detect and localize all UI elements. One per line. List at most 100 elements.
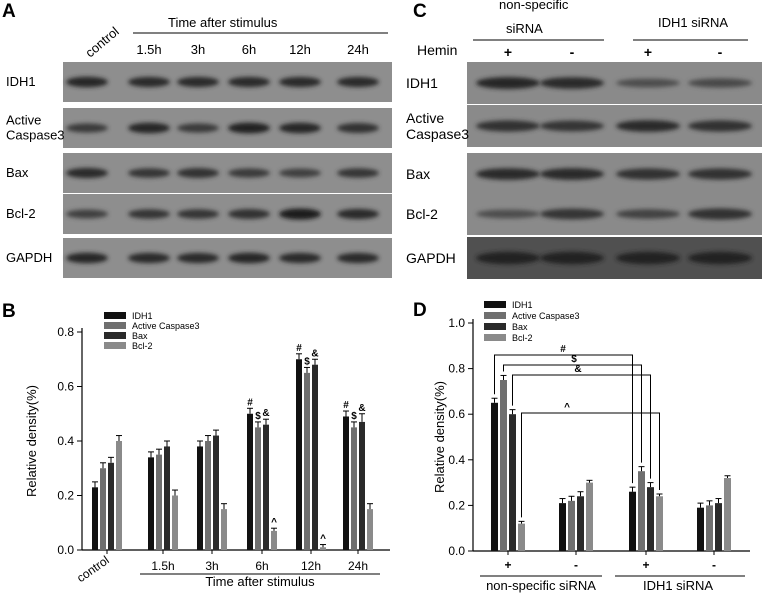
blot-a-band xyxy=(279,208,321,220)
legend-swatch-idh1 xyxy=(484,301,506,308)
comparison-bracket-active-caspase3 xyxy=(503,364,642,463)
y-tick-label: 0.8 xyxy=(448,362,465,376)
blot-c-band xyxy=(616,120,680,132)
blot-c-band xyxy=(616,251,680,265)
legend-label-bax: Bax xyxy=(512,322,528,332)
blot-a-band xyxy=(128,168,170,178)
blot-c-band xyxy=(540,251,604,265)
significance-mark: & xyxy=(262,408,269,419)
blot-c-hemin-sign: - xyxy=(718,44,723,60)
bar-active-caspase3- xyxy=(706,505,713,551)
bar-bax- xyxy=(577,496,584,551)
legend-swatch-bax xyxy=(484,323,506,330)
legend-swatch-bcl-2 xyxy=(104,342,126,349)
x-tick-label-sign: - xyxy=(574,558,578,572)
bar-idh1-1-5h xyxy=(148,457,154,550)
significance-mark: & xyxy=(311,348,318,359)
blot-a-lane-3h: 3h xyxy=(191,42,205,57)
y-tick-label: 0.2 xyxy=(57,489,74,503)
blot-a-band xyxy=(337,168,379,178)
blot-a-band xyxy=(128,122,170,134)
blot-a-band xyxy=(66,252,108,264)
y-tick-label: 1.0 xyxy=(448,316,465,330)
comparison-mark: # xyxy=(560,344,566,355)
blot-c-row-label-active-caspase3: Active Caspase3 xyxy=(406,110,469,142)
panel-letter-a: A xyxy=(2,1,16,22)
significance-mark: & xyxy=(358,403,365,414)
blot-c-hemin-sign: + xyxy=(504,44,512,60)
blot-a-band xyxy=(228,122,270,134)
significance-mark: ^ xyxy=(271,517,277,528)
blot-a-band xyxy=(228,76,270,88)
bar-active-caspase3-12h xyxy=(304,372,310,550)
blot-a-row-label-bcl-2: Bcl-2 xyxy=(6,206,36,221)
x-tick-label-6h: 6h xyxy=(255,559,268,573)
blot-a-band xyxy=(177,123,219,133)
legend-swatch-bcl-2 xyxy=(484,334,506,341)
blot-a-band xyxy=(228,252,270,264)
legend-label-idh1: IDH1 xyxy=(512,300,533,310)
bar-bax-control xyxy=(108,462,114,550)
y-tick-label: 0.4 xyxy=(57,434,74,448)
legend-label-bcl-2: Bcl-2 xyxy=(512,333,533,343)
bar-bcl-2- xyxy=(518,523,525,551)
legend-label-bax: Bax xyxy=(132,331,148,341)
blot-c-band xyxy=(540,77,604,89)
significance-mark: # xyxy=(296,343,302,354)
blot-a-band xyxy=(177,252,219,264)
bar-active-caspase3-6h xyxy=(255,427,261,550)
legend-label-idh1: IDH1 xyxy=(132,311,153,321)
bar-idh1-24h xyxy=(343,416,349,550)
blot-a-band xyxy=(279,76,321,88)
y-tick-label: 0.8 xyxy=(57,325,74,339)
bar-bcl-2-3h xyxy=(221,509,227,550)
blot-a-lane-6h: 6h xyxy=(242,42,256,57)
blot-c-hemin-signs: + - + - xyxy=(504,44,723,60)
blot-a-band xyxy=(66,123,108,133)
legend-swatch-active-caspase3 xyxy=(104,322,126,329)
blot-a xyxy=(63,62,392,278)
x-group-label-idh1: IDH1 siRNA xyxy=(643,578,713,593)
significance-mark: # xyxy=(247,397,253,408)
blot-c-band xyxy=(688,168,752,180)
legend-label-bcl-2: Bcl-2 xyxy=(132,341,153,351)
x-tick-label-sign: + xyxy=(642,558,649,572)
y-tick-label: 0.0 xyxy=(57,543,74,557)
blot-c-group1-label-line1: non-specific xyxy=(499,0,569,12)
x-tick-label-1-5h: 1.5h xyxy=(151,559,174,573)
comparison-bracket-bax xyxy=(512,374,651,479)
blot-a-control-label: control xyxy=(82,24,122,61)
blot-c-band xyxy=(476,251,540,265)
y-tick-label: 0.6 xyxy=(57,380,74,394)
blot-c-band xyxy=(688,78,752,88)
bar-bcl-2- xyxy=(656,496,663,551)
significance-mark: $ xyxy=(351,411,357,422)
blot-a-band xyxy=(128,252,170,264)
bar-bcl-2-control xyxy=(116,441,122,550)
bar-bcl-2-1-5h xyxy=(172,495,178,550)
bar-bax-12h xyxy=(312,364,318,550)
blot-c-band xyxy=(476,77,540,89)
blot-a-band xyxy=(177,209,219,219)
blot-a-band xyxy=(279,252,321,264)
y-axis-label: Relative density(%) xyxy=(432,381,447,493)
bar-bax- xyxy=(509,414,516,551)
blot-a-band xyxy=(128,209,170,219)
comparison-mark: $ xyxy=(571,354,577,365)
bar-active-caspase3-1-5h xyxy=(156,454,162,550)
chart-d: 0.0 0.2 0.4 0.6 0.8 1.0 Relative density(%) IDH… xyxy=(432,300,750,593)
blot-c-band xyxy=(540,208,604,220)
legend-label-active-caspase3: Active Caspase3 xyxy=(132,321,200,331)
comparison-bracket-idh1 xyxy=(494,354,633,484)
blot-a-band xyxy=(228,209,270,219)
panel-letter-b: B xyxy=(2,301,16,322)
significance-mark: $ xyxy=(255,411,261,422)
blot-a-header: Time after stimulus xyxy=(168,15,278,30)
bar-bax- xyxy=(647,487,654,551)
blot-a-band xyxy=(66,167,108,179)
bar-idh1-12h xyxy=(296,359,302,550)
blot-c-band xyxy=(540,120,604,132)
bar-bax-1-5h xyxy=(164,446,170,550)
blot-c-group1-label-line2: siRNA xyxy=(506,21,543,36)
blot-a-lane-12h: 12h xyxy=(289,42,311,57)
